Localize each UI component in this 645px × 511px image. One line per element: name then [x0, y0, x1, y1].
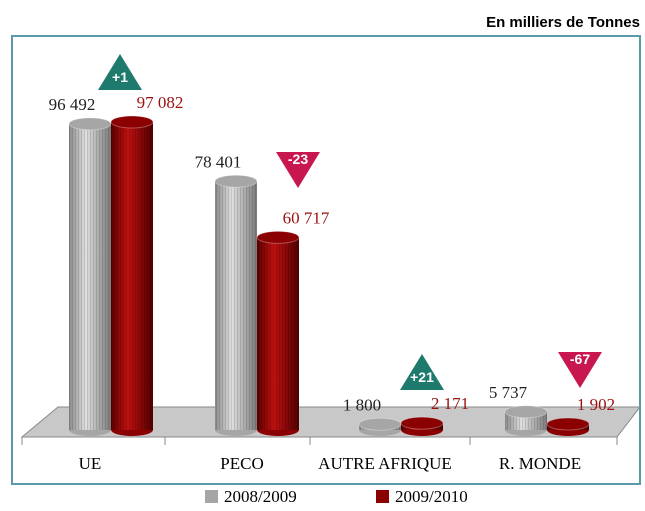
change-label: -67 [570, 351, 590, 367]
bar [68, 117, 112, 436]
bar-top [68, 117, 112, 131]
value-label: 96 492 [49, 95, 96, 114]
bar [214, 174, 258, 436]
change-badge [558, 352, 602, 388]
bar-stripes [215, 181, 257, 430]
bar-top [110, 115, 154, 129]
frame [11, 35, 641, 485]
change-label: +1 [112, 69, 128, 85]
unit-note: En milliers de Tonnes [486, 14, 640, 31]
bar [256, 230, 300, 436]
x-tick-label: UE [79, 454, 102, 473]
bar [400, 416, 444, 436]
change-label: -23 [288, 151, 308, 167]
bar-stripes [69, 123, 111, 430]
legend-swatch [376, 490, 389, 503]
bar-top [400, 416, 444, 430]
value-label: 97 082 [137, 93, 184, 112]
bar [504, 405, 548, 436]
value-label: 60 717 [283, 208, 330, 227]
bar [546, 417, 590, 436]
bar [110, 115, 154, 436]
bar-top [256, 230, 300, 244]
change-badge [276, 152, 320, 188]
bar-top [358, 417, 402, 431]
legend-swatch [205, 490, 218, 503]
change-badge [400, 354, 444, 390]
bar-top [546, 417, 590, 431]
bar-top [214, 174, 258, 188]
value-label: 1 800 [343, 395, 381, 414]
legend-label: 2008/2009 [224, 487, 297, 506]
bar-top [504, 405, 548, 419]
value-label: 2 171 [431, 394, 469, 413]
value-label: 78 401 [195, 152, 242, 171]
floor [20, 406, 642, 438]
bar-stripes [257, 237, 299, 430]
x-tick-label: R. MONDE [499, 454, 581, 473]
bar-stripes [111, 122, 153, 430]
value-label: 5 737 [489, 383, 528, 402]
change-label: +21 [410, 369, 434, 385]
value-label: 1 902 [577, 395, 615, 414]
x-tick-label: AUTRE AFRIQUE [318, 454, 452, 473]
legend-label: 2009/2010 [395, 487, 468, 506]
change-badge [98, 54, 142, 90]
x-tick-label: PECO [220, 454, 263, 473]
bar [358, 417, 402, 436]
